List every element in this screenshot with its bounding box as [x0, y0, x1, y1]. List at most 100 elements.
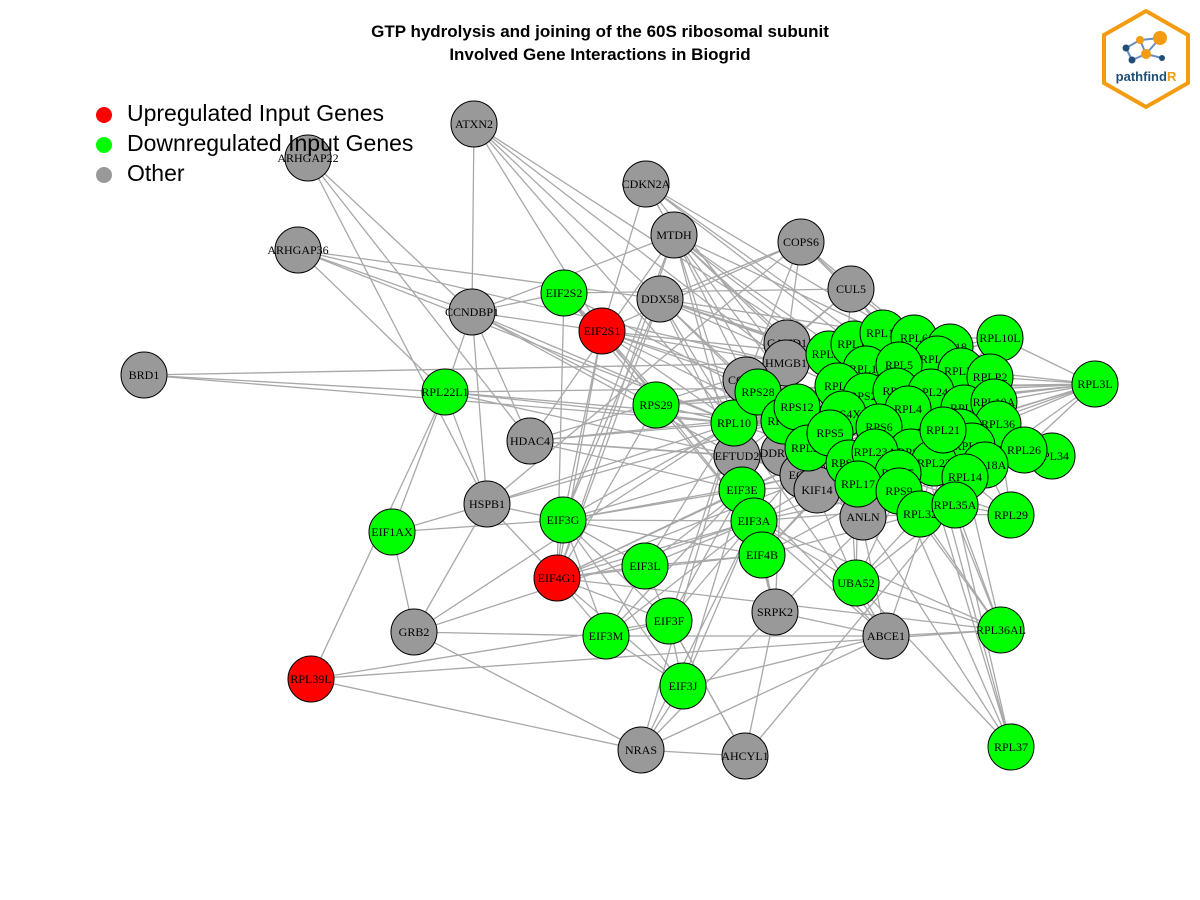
- node-rpl26[interactable]: RPL26: [1000, 426, 1048, 474]
- node-srpk2[interactable]: SRPK2: [751, 588, 799, 636]
- node-circle-cul5[interactable]: [827, 265, 875, 313]
- node-circle-ccndbp1[interactable]: [448, 288, 496, 336]
- node-circle-eif3j[interactable]: [659, 662, 707, 710]
- node-eif1ax[interactable]: EIF1AX: [368, 508, 416, 556]
- edge-arhgap22-hspb1: [307, 157, 488, 505]
- node-eif3f[interactable]: EIF3F: [645, 597, 693, 645]
- node-circle-eif3l[interactable]: [621, 542, 669, 590]
- node-circle-rpl29[interactable]: [987, 491, 1035, 539]
- node-circle-eif3f[interactable]: [645, 597, 693, 645]
- node-rpl10l[interactable]: RPL10L: [976, 314, 1024, 362]
- node-eif2s1[interactable]: EIF2S1: [578, 307, 626, 355]
- node-circle-rpl21[interactable]: [919, 406, 967, 454]
- edge-eif3m-eif3a: [605, 520, 755, 637]
- node-rps12[interactable]: RPS12: [773, 383, 821, 431]
- node-rpl35a[interactable]: RPL35A: [931, 481, 979, 529]
- node-circle-grb2[interactable]: [390, 608, 438, 656]
- legend-swatch-upregulated: [96, 107, 112, 123]
- node-hspb1[interactable]: HSPB1: [463, 480, 511, 528]
- node-circle-ahcyl1[interactable]: [721, 732, 769, 780]
- node-label-eif4g1: EIF4G1: [538, 571, 577, 585]
- node-arhgap36[interactable]: ARHGAP36: [267, 226, 329, 274]
- node-circle-abce1[interactable]: [862, 612, 910, 660]
- node-ahcyl1[interactable]: AHCYL1: [721, 732, 769, 780]
- edge-arhgap36-hmgb1: [297, 249, 787, 364]
- node-circle-hspb1[interactable]: [463, 480, 511, 528]
- node-hdac4[interactable]: HDAC4: [506, 417, 554, 465]
- edge-rpl22l1-eftud2: [444, 391, 738, 457]
- node-ccndbp1[interactable]: CCNDBP1: [445, 288, 499, 336]
- node-circle-arhgap36[interactable]: [274, 226, 322, 274]
- node-circle-eif4b[interactable]: [738, 531, 786, 579]
- edge-ccndbp1-eftud2: [471, 311, 738, 457]
- node-nras[interactable]: NRAS: [617, 726, 665, 774]
- node-rpl22l1[interactable]: RPL22L1: [421, 368, 469, 416]
- node-eif4g1[interactable]: EIF4G1: [533, 554, 581, 602]
- node-circle-cops6[interactable]: [777, 218, 825, 266]
- node-circle-eif1ax[interactable]: [368, 508, 416, 556]
- node-circle-uba52[interactable]: [832, 559, 880, 607]
- node-atxn2[interactable]: ATXN2: [450, 100, 498, 148]
- node-circle-eif2s1[interactable]: [578, 307, 626, 355]
- node-circle-rpl22l1[interactable]: [421, 368, 469, 416]
- node-circle-eif4g1[interactable]: [533, 554, 581, 602]
- edge-cops6-eif2s1: [601, 241, 802, 332]
- node-circle-rpl35a[interactable]: [931, 481, 979, 529]
- node-circle-eif3m[interactable]: [582, 612, 630, 660]
- node-circle-mtdh[interactable]: [650, 211, 698, 259]
- node-eif3g[interactable]: EIF3G: [539, 496, 587, 544]
- node-label-rps28: RPS28: [741, 385, 774, 399]
- node-uba52[interactable]: UBA52: [832, 559, 880, 607]
- node-eif4b[interactable]: EIF4B: [738, 531, 786, 579]
- node-circle-hdac4[interactable]: [506, 417, 554, 465]
- node-circle-cdkn2a[interactable]: [622, 160, 670, 208]
- node-eif2s2[interactable]: EIF2S2: [540, 269, 588, 317]
- node-rps5[interactable]: RPS5: [806, 409, 854, 457]
- legend-swatch-downregulated: [96, 137, 112, 153]
- node-rpl36al[interactable]: RPL36AL: [976, 606, 1026, 654]
- node-arhgap22[interactable]: ARHGAP22: [277, 134, 339, 182]
- node-hmgb1[interactable]: HMGB1: [762, 339, 810, 387]
- node-cops6[interactable]: COPS6: [777, 218, 825, 266]
- node-grb2[interactable]: GRB2: [390, 608, 438, 656]
- node-label-rpl35a: RPL35A: [934, 498, 977, 512]
- node-rpl37[interactable]: RPL37: [987, 723, 1035, 771]
- node-eif3l[interactable]: EIF3L: [621, 542, 669, 590]
- node-rpl39l[interactable]: RPL39L: [287, 655, 335, 703]
- node-label-rpl39l: RPL39L: [290, 672, 331, 686]
- node-label-ahcyl1: AHCYL1: [721, 749, 768, 763]
- node-circle-nras[interactable]: [617, 726, 665, 774]
- node-label-rpl10: RPL10: [717, 416, 751, 430]
- node-circle-srpk2[interactable]: [751, 588, 799, 636]
- node-cdkn2a[interactable]: CDKN2A: [622, 160, 671, 208]
- node-rpl3l[interactable]: RPL3L: [1071, 360, 1119, 408]
- edge-atxn2-rpl10: [473, 123, 735, 424]
- node-rpl21[interactable]: RPL21: [919, 406, 967, 454]
- node-circle-rpl37[interactable]: [987, 723, 1035, 771]
- node-circle-eif2s2[interactable]: [540, 269, 588, 317]
- node-circle-rpl39l[interactable]: [287, 655, 335, 703]
- node-mtdh[interactable]: MTDH: [650, 211, 698, 259]
- node-eif3m[interactable]: EIF3M: [582, 612, 630, 660]
- node-label-rps9: RPS9: [885, 484, 912, 498]
- node-brd1[interactable]: BRD1: [120, 351, 168, 399]
- node-circle-ddx58[interactable]: [636, 275, 684, 323]
- node-rpl29[interactable]: RPL29: [987, 491, 1035, 539]
- logo-text: pathfindR: [1100, 69, 1192, 84]
- node-eif3j[interactable]: EIF3J: [659, 662, 707, 710]
- node-circle-rpl36al[interactable]: [977, 606, 1025, 654]
- node-circle-eif3g[interactable]: [539, 496, 587, 544]
- node-abce1[interactable]: ABCE1: [862, 612, 910, 660]
- node-circle-atxn2[interactable]: [450, 100, 498, 148]
- edge-cdkn2a-rpl11: [645, 183, 855, 345]
- node-rpl17[interactable]: RPL17: [834, 460, 882, 508]
- node-circle-rpl3l[interactable]: [1071, 360, 1119, 408]
- node-ddx58[interactable]: DDX58: [636, 275, 684, 323]
- node-cul5[interactable]: CUL5: [827, 265, 875, 313]
- node-circle-rps29[interactable]: [632, 381, 680, 429]
- node-label-brd1: BRD1: [129, 368, 160, 382]
- edge-eif3m-eif3e: [605, 489, 743, 637]
- node-circle-arhgap22[interactable]: [284, 134, 332, 182]
- node-rps29[interactable]: RPS29: [632, 381, 680, 429]
- node-circle-brd1[interactable]: [120, 351, 168, 399]
